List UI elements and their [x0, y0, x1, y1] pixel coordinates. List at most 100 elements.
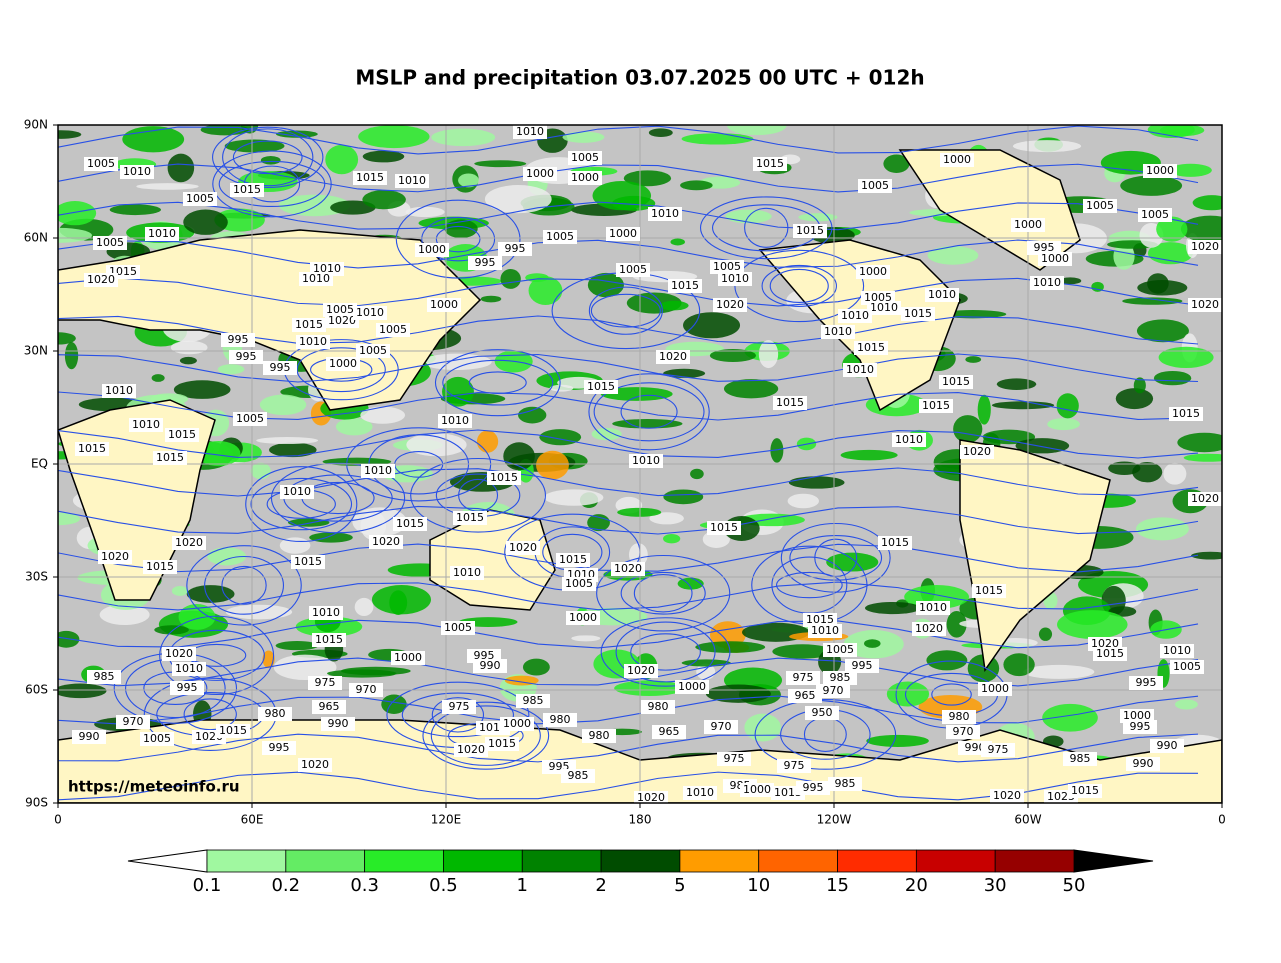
- isobar-label: 1020: [175, 536, 203, 549]
- isobar-label: 980: [589, 729, 610, 742]
- isobar-label: 985: [94, 670, 115, 683]
- isobar-label: 1005: [619, 263, 647, 276]
- precip-patch: [863, 639, 881, 648]
- isobar-label-bg: [556, 553, 590, 567]
- precip-patch: [617, 507, 662, 517]
- precip-patch: [1056, 393, 1079, 419]
- isobar: [58, 505, 1199, 535]
- isobar: [204, 555, 285, 615]
- axes: 0 60E 120E 180 120W 60W 0 90N 60N 30N EQ 30S 60S 90S: [24, 118, 1226, 827]
- isobar-label-bg: [584, 380, 618, 394]
- isobar-label: 1015: [295, 318, 323, 331]
- isobar-label-bg: [291, 555, 325, 569]
- precip-patch: [330, 200, 376, 215]
- precip-patch: [840, 449, 898, 461]
- isobar-label-bg: [441, 621, 475, 635]
- isobar: [776, 571, 843, 599]
- isobar-label-bg: [710, 260, 744, 274]
- isobar: [593, 382, 705, 442]
- isobar-label: 1005: [571, 151, 599, 164]
- isobar-label-bg: [102, 384, 136, 398]
- isobar-label-bg: [713, 298, 747, 312]
- isobar-label: 1020: [1191, 298, 1219, 311]
- precip-patch: [421, 353, 492, 370]
- isobar-label: 1020: [716, 298, 744, 311]
- isobar-label-bg: [393, 517, 427, 531]
- isobar: [590, 293, 661, 328]
- precip-patch: [926, 650, 968, 671]
- isobar-label-bg: [566, 611, 600, 625]
- isobar-labels: 1010 1005 1010 1005 1015 1000 1000 1000 1015 1010…: [72, 125, 1222, 803]
- isobar-label-bg: [162, 647, 196, 661]
- isobar-label: 1010: [283, 485, 311, 498]
- isobar: [401, 692, 515, 738]
- precip-patch: [544, 489, 604, 506]
- precip-patch: [965, 356, 982, 363]
- isobar-label-bg: [1123, 720, 1157, 734]
- isobar-label-bg: [912, 622, 946, 636]
- precip-patch: [183, 209, 228, 235]
- precip-patch: [268, 442, 317, 458]
- isobar-label: 975: [724, 752, 745, 765]
- precip-patch: [335, 418, 373, 436]
- precip-patch: [600, 387, 673, 401]
- isobar-label: 1010: [299, 335, 327, 348]
- precip-patch: [167, 153, 195, 183]
- isobar-label-bg: [652, 725, 686, 739]
- precip-patch: [207, 547, 247, 566]
- isobar-label-bg: [777, 759, 811, 773]
- isobar: [183, 698, 237, 731]
- isobar-label-bg: [145, 227, 179, 241]
- isobar-label-bg: [487, 471, 521, 485]
- isobar-label-bg: [312, 700, 346, 714]
- isobar-label-bg: [216, 724, 250, 738]
- isobar-label: 1000: [1123, 709, 1151, 722]
- isobar-label-bg: [805, 706, 839, 720]
- isobar-label: 1015: [942, 375, 970, 388]
- precip-patch: [1120, 175, 1183, 196]
- precip-patch: [864, 601, 921, 615]
- isobar: [58, 695, 1199, 725]
- isobar-label: 990: [1157, 739, 1178, 752]
- isobar-label-bg: [87, 670, 121, 684]
- isobar-label-bg: [568, 151, 602, 165]
- isobar-label: 1020: [87, 273, 115, 286]
- precip-patch: [996, 378, 1037, 390]
- isobar-label-bg: [543, 713, 577, 727]
- colorbar-label: 2: [595, 875, 606, 896]
- isobar-label: 985: [568, 769, 589, 782]
- precip-patch: [58, 630, 80, 648]
- isobar-label: 1020: [457, 743, 485, 756]
- isobar-label: 1020: [101, 550, 129, 563]
- y-tick-label: 60S: [25, 683, 48, 697]
- precip-patch: [250, 462, 271, 480]
- isobar-label: 1005: [87, 157, 115, 170]
- isobar: [620, 394, 678, 429]
- precip-patch: [690, 468, 704, 480]
- precip-patch: [1158, 346, 1214, 369]
- title: MSLP and precipitation 03.07.2025 00 UTC…: [355, 66, 924, 90]
- precip-patch: [826, 552, 879, 572]
- isobar-label-bg: [468, 256, 502, 270]
- isobar-label: 1000: [859, 265, 887, 278]
- x-tick-label: 0: [1218, 813, 1226, 827]
- precip-patch: [705, 684, 771, 703]
- isobar-label: 995: [475, 256, 496, 269]
- isobar-label-bg: [415, 243, 449, 257]
- isobar-label: 980: [648, 700, 669, 713]
- precip-patch: [406, 433, 467, 457]
- isobar-label: 975: [784, 759, 805, 772]
- isobar: [422, 701, 550, 770]
- colorbar-label: 0.5: [429, 875, 458, 896]
- isobar-label: 1020: [614, 562, 642, 575]
- isobar-label: 975: [449, 700, 470, 713]
- isobar-label-bg: [683, 786, 717, 800]
- isobar-label: 1000: [1041, 252, 1069, 265]
- isobar-label-bg: [656, 350, 690, 364]
- precip-patch: [681, 133, 754, 145]
- isobar-label-bg: [1027, 241, 1061, 255]
- isobar-label: 1010: [148, 227, 176, 240]
- isobar-label: 1020: [372, 535, 400, 548]
- isobar-label-bg: [84, 157, 118, 171]
- isobar: [58, 239, 1199, 269]
